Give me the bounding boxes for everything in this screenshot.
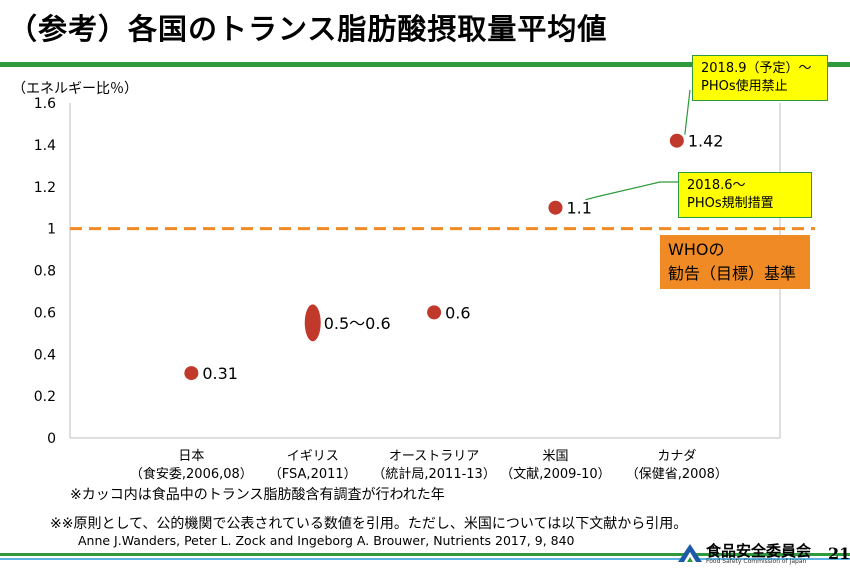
x-category-name: カナダ — [657, 449, 696, 464]
x-category-source: （文献,2009-10） — [500, 467, 610, 480]
annotation-canada: 2018.9（予定）～ PHOs使用禁止 — [692, 55, 828, 101]
y-axis-label: （エネルギー比％） — [12, 81, 138, 97]
x-category-name: 米国 — [542, 449, 568, 464]
y-tick-label: 1.4 — [34, 138, 56, 154]
data-label: 0.5～0.6 — [324, 314, 391, 333]
org-name: 食品安全委員会 — [706, 542, 812, 560]
title-divider — [0, 62, 850, 67]
data-label: 0.6 — [445, 303, 470, 322]
annotation-usa-line1: 2018.6～ — [687, 178, 746, 193]
annotation-usa-line2: PHOs規制措置 — [687, 196, 774, 211]
fsc-logo-icon — [678, 544, 702, 562]
y-tick-label: 0.8 — [34, 264, 56, 280]
x-category-name: オーストラリア — [389, 449, 479, 464]
data-point — [427, 305, 442, 320]
data-point-range — [304, 304, 321, 342]
x-category-labels: 日本 （食安委,2006,08） イギリス （FSA,2011） オーストラリア （統計局… — [130, 449, 728, 480]
y-tick-label: 0.6 — [34, 305, 56, 321]
who-label-line2: 勧告（目標）基準 — [668, 264, 797, 283]
x-category-source: （統計局,2011-13） — [372, 466, 495, 480]
y-tick-label: 0 — [47, 431, 56, 447]
data-point — [669, 133, 684, 148]
y-tick-labels: 0 0.2 0.4 0.6 0.8 1 1.2 1.4 1.6 — [34, 96, 56, 447]
x-category-name: 日本 — [178, 449, 204, 464]
citation: Anne J.Wanders, Peter L. Zock and Ingebo… — [78, 533, 575, 548]
annotation-canada-line2: PHOs使用禁止 — [701, 79, 788, 94]
x-category-source: （保健省,2008） — [626, 467, 728, 480]
page-title: （参考）各国のトランス脂肪酸摂取量平均値 — [8, 12, 608, 46]
x-category-name: イギリス — [287, 449, 339, 464]
annotation-usa: 2018.6～ PHOs規制措置 — [678, 172, 812, 218]
who-label-line1: WHOの — [668, 240, 725, 259]
data-point — [548, 200, 563, 215]
org-name-en: Food Safety Commission of Japan — [706, 558, 807, 565]
data-label: 1.1 — [566, 199, 591, 218]
footer-divider-green — [0, 553, 850, 556]
y-tick-label: 0.2 — [34, 389, 56, 405]
footer-divider-blue — [0, 558, 850, 560]
y-tick-label: 1.6 — [34, 96, 56, 112]
y-tick-label: 1.2 — [34, 180, 56, 196]
leader-usa — [585, 181, 678, 201]
data-label: 0.31 — [202, 364, 238, 383]
page-number: 21 — [828, 544, 850, 563]
leader-canada — [684, 89, 691, 135]
data-point — [184, 366, 199, 381]
y-tick-label: 1 — [47, 222, 56, 238]
data-points: 0.31 0.5～0.6 0.6 1.1 1.42 — [184, 132, 723, 383]
data-label: 1.42 — [688, 132, 724, 151]
y-tick-label: 0.4 — [34, 347, 56, 363]
annotation-leaders — [585, 89, 691, 201]
annotation-canada-line1: 2018.9（予定）～ — [701, 61, 812, 76]
footnote-2: ※※原則として、公的機関で公表されている数値を引用。ただし、米国については以下文… — [50, 516, 688, 532]
footnote-1: ※カッコ内は食品中のトランス脂肪酸含有調査が行われた年 — [70, 487, 445, 503]
scatter-chart: 0.31 0.5～0.6 0.6 1.1 1.42 0 0.2 0.4 0.6 0.8 1 1.2 1… — [34, 89, 815, 480]
who-guideline-label: WHOの 勧告（目標）基準 — [660, 235, 810, 289]
x-category-source: （食安委,2006,08） — [130, 466, 253, 480]
x-category-source: （FSA,2011） — [269, 467, 357, 480]
